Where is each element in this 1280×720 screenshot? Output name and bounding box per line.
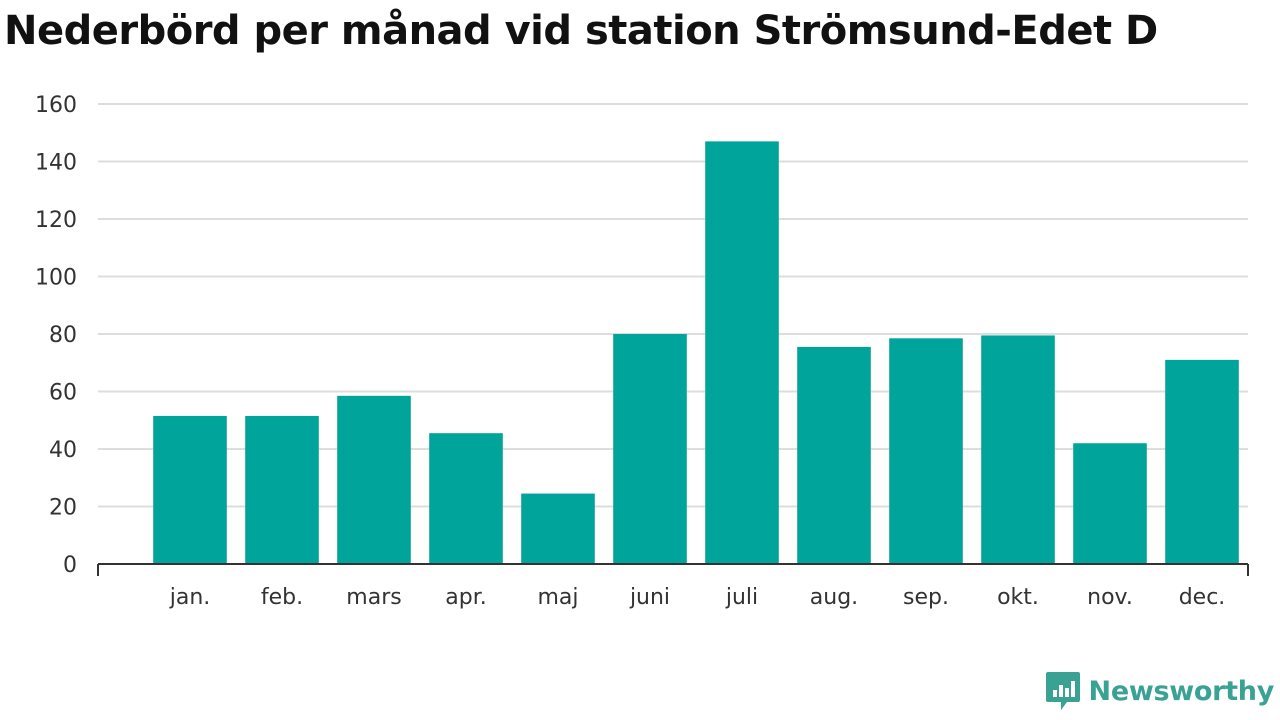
y-tick-label: 20 [49,496,77,521]
bar [797,346,871,564]
y-tick-label: 120 [35,208,77,233]
x-tick-label: aug. [810,585,858,610]
x-tick-label: apr. [445,585,486,610]
newsworthy-logo-icon [1045,672,1080,710]
x-tick-label: mars [346,585,401,610]
bar [337,395,411,564]
y-tick-label: 100 [35,266,77,291]
y-tick-label: 160 [35,93,77,118]
bar [153,415,227,564]
x-tick-label: okt. [997,585,1039,610]
x-tick-label: maj [537,585,578,610]
x-tick-label: nov. [1087,585,1133,610]
brand-name: Newsworthy [1088,675,1275,707]
x-tick-label: juli [725,585,758,610]
y-tick-label: 80 [49,323,77,348]
brand-logo: Newsworthy [1045,670,1274,712]
bar [1165,359,1239,564]
x-tick-label: juni [629,585,670,610]
y-tick-label: 40 [49,438,77,463]
bar [429,433,503,564]
bar [981,335,1055,564]
bars [153,141,1239,564]
x-tick-label: sep. [903,585,949,610]
y-tick-label: 0 [63,553,77,578]
bar [613,334,687,564]
bar [521,493,595,564]
x-tick-label: feb. [261,585,303,610]
bar [889,338,963,564]
chart-title: Nederbörd per månad vid station Strömsun… [4,8,1158,54]
bar [245,415,319,564]
x-axis-ticks: jan. feb. mars apr. maj juni juli aug. sep. okt. n… [169,585,1226,610]
y-axis-ticks: 0 20 40 60 80 100 120 140 160 [35,93,77,578]
x-axis [97,563,1249,576]
bar [705,141,779,564]
y-tick-label: 140 [35,151,77,176]
x-tick-label: dec. [1179,585,1226,610]
y-tick-label: 60 [49,381,77,406]
bar [1073,443,1147,564]
x-tick-label: jan. [169,585,211,610]
